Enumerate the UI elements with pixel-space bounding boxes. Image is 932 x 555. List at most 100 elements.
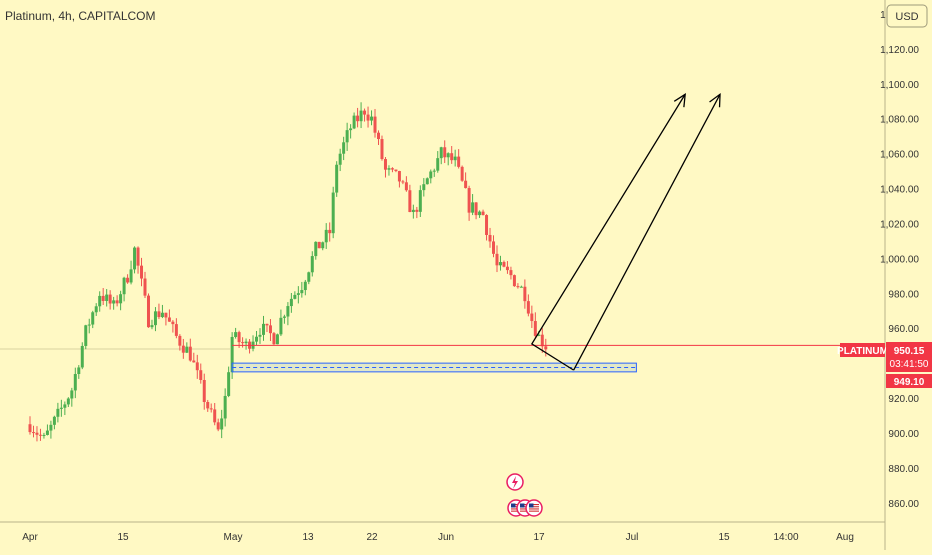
candle-body bbox=[495, 253, 499, 266]
candle-body bbox=[307, 272, 311, 282]
time-tick-label: 13 bbox=[302, 532, 314, 543]
candle-body bbox=[195, 362, 199, 371]
price-tick-label: 1,040.00 bbox=[880, 185, 919, 196]
candle-body bbox=[356, 115, 360, 122]
candle-body bbox=[408, 190, 412, 213]
candle-body bbox=[268, 325, 272, 334]
price-tick-label: 860.00 bbox=[888, 499, 919, 510]
candle-body bbox=[227, 372, 231, 396]
lightning-icon[interactable] bbox=[506, 473, 524, 491]
candle-body bbox=[112, 300, 116, 304]
flag-stripe bbox=[529, 506, 539, 508]
candle-body bbox=[453, 156, 457, 161]
candle-body bbox=[523, 286, 527, 302]
candle-body bbox=[370, 116, 374, 121]
price-tick-label: 1,100.00 bbox=[880, 80, 919, 91]
candle-body bbox=[185, 346, 189, 353]
candle-body bbox=[38, 434, 42, 436]
time-tick-label: 14:00 bbox=[773, 532, 798, 543]
currency-button[interactable]: USD bbox=[886, 4, 928, 28]
candle-body bbox=[293, 294, 297, 299]
candle-body bbox=[206, 402, 210, 409]
candle-body bbox=[296, 293, 300, 295]
time-tick-label: 15 bbox=[718, 532, 730, 543]
price-tick-label: 1,020.00 bbox=[880, 219, 919, 230]
candle-body bbox=[160, 312, 164, 318]
candle-body bbox=[345, 130, 349, 143]
candle-body bbox=[275, 334, 279, 345]
candle-body bbox=[289, 298, 293, 307]
candle-body bbox=[383, 159, 387, 170]
candle-body bbox=[544, 346, 548, 350]
candle-body bbox=[31, 432, 35, 434]
candle-body bbox=[317, 241, 321, 249]
time-tick-label: May bbox=[224, 532, 243, 543]
flag-stripe bbox=[520, 506, 530, 508]
candle-body bbox=[230, 336, 234, 373]
projection-arrow-path[interactable] bbox=[530, 93, 686, 371]
candle-body bbox=[87, 324, 91, 326]
candle-body bbox=[397, 171, 401, 182]
candle-body bbox=[363, 110, 367, 115]
candle-body bbox=[474, 202, 478, 216]
candle-body bbox=[94, 306, 98, 313]
candle-body bbox=[126, 277, 130, 283]
candle-body bbox=[220, 418, 224, 430]
currency-button-box[interactable] bbox=[886, 4, 928, 28]
candle-body bbox=[42, 434, 46, 436]
candle-body bbox=[279, 317, 283, 335]
candle-body bbox=[352, 115, 356, 129]
candle-body bbox=[105, 294, 109, 301]
candle-body bbox=[73, 374, 77, 391]
candles-layer bbox=[28, 102, 548, 442]
candle-body bbox=[181, 345, 185, 353]
candle-body bbox=[286, 306, 290, 317]
candle-body bbox=[49, 424, 53, 431]
candle-body bbox=[533, 321, 537, 336]
currency-button-label[interactable]: USD bbox=[895, 11, 918, 23]
candle-body bbox=[303, 281, 307, 291]
candle-body bbox=[404, 182, 408, 191]
arrow-head-icon bbox=[709, 92, 721, 108]
candle-body bbox=[35, 432, 39, 435]
candle-body bbox=[349, 128, 353, 131]
time-axis-labels: Apr 15 May 13 22 Jun 17 Jul 15 14:00 Aug bbox=[22, 532, 854, 543]
candle-body bbox=[526, 301, 530, 314]
time-tick-label: Jun bbox=[438, 532, 454, 543]
projection-arrow-line[interactable] bbox=[573, 93, 721, 371]
candle-body bbox=[464, 180, 468, 189]
candle-body bbox=[153, 311, 157, 326]
flag-canton bbox=[520, 503, 525, 508]
candle-body bbox=[540, 334, 544, 347]
price-tick-label: 1,000.00 bbox=[880, 254, 919, 265]
candle-body bbox=[178, 335, 182, 346]
flag-stripe bbox=[511, 510, 521, 512]
time-tick-label: 15 bbox=[117, 532, 129, 543]
candle-body bbox=[171, 321, 175, 325]
candle-body bbox=[216, 422, 220, 430]
candle-body bbox=[488, 234, 492, 242]
flag-stripe bbox=[529, 504, 539, 506]
candle-body bbox=[140, 265, 144, 279]
candle-body bbox=[234, 332, 238, 337]
candle-body bbox=[255, 336, 259, 342]
candle-body bbox=[460, 166, 464, 181]
price-tick-label: 980.00 bbox=[888, 289, 919, 300]
flag-icon-ring[interactable] bbox=[525, 499, 543, 517]
candle-body bbox=[192, 360, 196, 363]
current-price-box bbox=[886, 342, 932, 372]
us-flag-icon[interactable] bbox=[525, 499, 543, 517]
current-price-value: 950.15 bbox=[894, 346, 925, 357]
candle-body bbox=[237, 332, 241, 343]
candle-body bbox=[321, 242, 325, 249]
candle-body bbox=[394, 169, 398, 172]
price-tick-label: 1,120.00 bbox=[880, 45, 919, 56]
candle-body bbox=[66, 398, 70, 405]
flag-stripe bbox=[511, 508, 521, 510]
candle-body bbox=[52, 416, 56, 425]
time-tick-label: Aug bbox=[836, 532, 854, 543]
price-tick-label: 880.00 bbox=[888, 464, 919, 475]
